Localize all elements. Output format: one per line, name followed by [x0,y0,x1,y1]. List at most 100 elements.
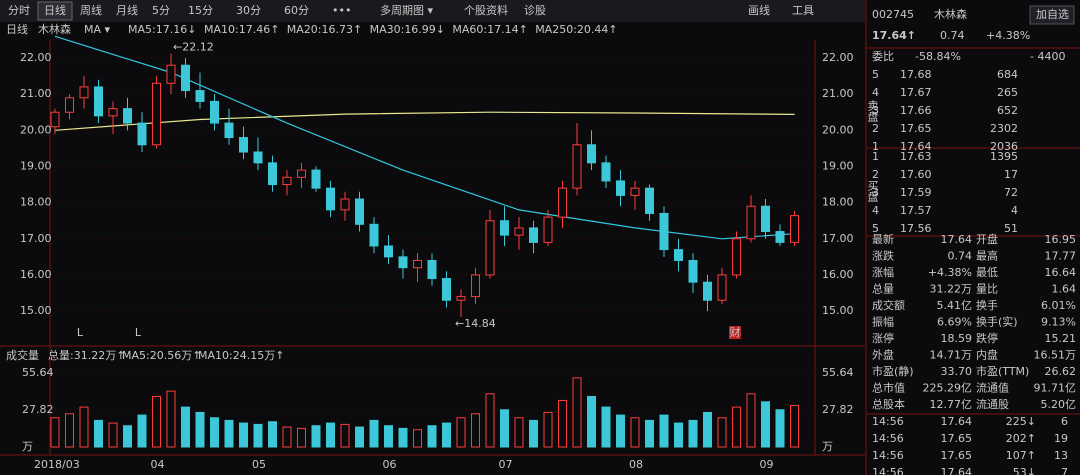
candle-body [471,274,480,298]
book-level: 3 [872,186,879,199]
toolbar-tab[interactable]: 周线 [80,3,102,17]
toolbar-tab[interactable]: 多周期图 ▾ [380,3,433,17]
volume-bar [529,419,538,448]
y-tick-label: 55.64 [22,366,54,379]
quote-pct: +4.38% [986,29,1030,42]
y-tick-label: 21.00 [822,87,854,100]
stat-label: 涨停 [872,331,894,345]
book-label: 买盘 [866,180,879,202]
y-tick-label: 万 [22,440,33,453]
book-level: 4 [872,204,879,217]
trade-count: 6 [1061,415,1068,428]
volume-bar [674,422,683,448]
volume-bar [311,425,321,448]
candle-body [311,169,321,189]
candle-body [485,220,495,276]
candle-body [761,205,770,233]
candle-body [514,227,524,236]
candle-body [108,108,118,117]
date-label: 09 [760,458,774,471]
book-level: 2 [872,168,879,181]
marker-box [729,326,741,339]
stat-label: 跌停 [976,331,998,345]
candle-body [297,169,306,178]
volume-bar [616,414,625,448]
stat-label: 市盈(TTM) [976,364,1029,378]
toolbar-tab[interactable]: 15分 [188,4,213,17]
y-tick-label: 27.82 [822,403,854,416]
candle-body [645,187,654,214]
stat-label: 外盘 [872,348,894,362]
stat-label: 最高 [976,249,998,263]
book-price: 17.57 [900,204,932,217]
stat-label: 量比 [976,283,998,296]
candle-body [790,215,799,243]
stat-value: 33.70 [941,365,973,378]
y-tick-label: 22.00 [20,51,52,64]
quote-change: 0.74 [940,29,965,42]
candle-body [79,86,89,99]
volume-bar [659,414,669,448]
volume-bar [456,417,466,448]
volume-bar [239,422,248,448]
trade-volume: 107↑ [1006,449,1036,462]
y-tick-label: 17.00 [20,232,52,245]
book-price: 17.63 [900,150,932,163]
stat-label: 总量 [872,282,894,296]
stat-label: 振幅 [872,315,894,329]
y-tick-label: 17.00 [822,232,854,245]
book-price: 17.59 [900,186,932,199]
candle-body [239,137,248,153]
y-tick-label: 16.00 [20,268,52,281]
candle-body [558,187,567,218]
candle-body [775,231,785,243]
stat-label: 总股本 [872,397,905,411]
book-volume: 4 [1011,204,1018,217]
candle-body [268,162,277,186]
toolbar-tab[interactable]: 30分 [236,4,261,17]
volume-bar [210,417,219,448]
book-price: 17.60 [900,168,932,181]
book-level: 3 [872,104,879,117]
stat-label: 市盈(静) [872,364,914,378]
candle-body [529,227,538,243]
candle-body [224,122,234,139]
volume-bar [195,411,205,448]
candle-body [732,238,741,276]
toolbar-tab[interactable]: 60分 [284,4,309,17]
date-label: 07 [499,458,513,471]
toolbar-tab[interactable]: 日线 [44,3,66,17]
toolbar-tab[interactable]: ••• [332,4,351,17]
y-tick-label: 20.00 [20,123,52,136]
candle-body [659,212,669,251]
volume-bar [137,414,147,448]
stat-label: 流通股 [976,397,1009,411]
stat-label: 开盘 [976,232,998,246]
toolbar-tab[interactable]: 月线 [116,3,138,17]
book-volume: 652 [997,104,1018,117]
stat-label: 总市值 [872,381,905,395]
toolbar-tab[interactable]: 诊股 [524,3,546,17]
legend-item: MA5:17.16↓ [128,23,196,36]
stat-value: 31.22万 [930,283,973,296]
volume-bar [601,406,611,448]
book-price: 17.67 [900,86,932,99]
candle-body [152,82,161,146]
volume-bar [775,409,785,448]
candle-body [123,108,132,124]
watch-button-label[interactable]: 加自选 [1036,8,1069,21]
trade-count: 7 [1061,466,1068,475]
volume-bar [224,419,234,448]
watch-button[interactable] [1029,5,1075,25]
toolbar-tab[interactable]: 5分 [152,4,170,17]
toolbar-tab[interactable]: 分时 [8,4,30,17]
volume-bar [703,411,712,448]
toolbar [0,0,865,22]
date-label: 2018/03 [34,458,80,471]
volume-bar [297,427,306,448]
toolbar-tab[interactable]: 个股资料 [464,3,508,17]
stat-value: 91.71亿 [1034,382,1077,395]
volume-bar [630,417,640,448]
